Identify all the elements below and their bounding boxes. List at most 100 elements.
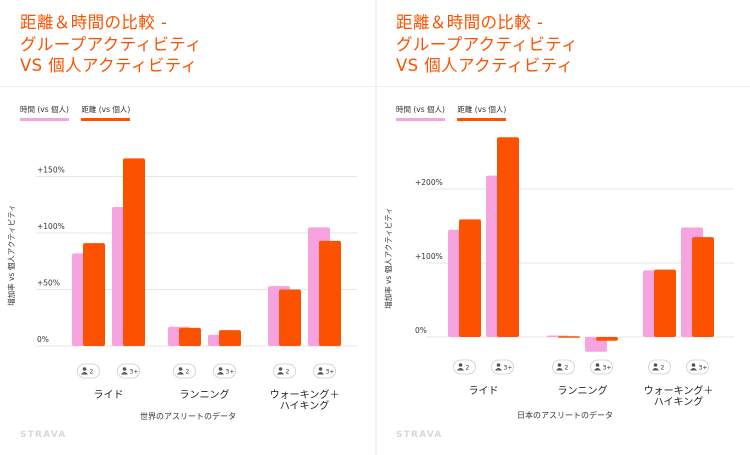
chart-panel-japan: 距離＆時間の比較 - グループアクティビティ VS 個人アクティビティ 時間 (…: [377, 0, 750, 455]
group-size-label: 3+: [603, 365, 612, 372]
bar-distance: [596, 337, 618, 341]
category-label: ランニング: [558, 384, 608, 397]
category-label: ランニング: [180, 388, 230, 401]
y-tick-label: +150%: [37, 166, 65, 175]
y-tick-label: +100%: [415, 252, 443, 261]
legend-item-time: 時間 (vs 個人): [396, 104, 445, 121]
group-size-label: 2: [286, 369, 290, 376]
title-line-2: グループアクティビティ: [20, 34, 203, 54]
category-label: ウォーキング＋: [644, 384, 714, 397]
group-size-badge: [453, 359, 476, 375]
bar-distance: [123, 158, 145, 346]
person-icon: [653, 363, 658, 367]
title-line-1: 距離＆時間の比較 -: [396, 13, 544, 32]
category-label: ハイキング: [280, 399, 330, 412]
legend-label-distance: 距離 (vs 個人): [81, 105, 131, 114]
y-tick-label: +50%: [37, 279, 60, 288]
panel-divider: [375, 0, 377, 455]
person-icon: [595, 363, 600, 367]
bar-chart-world: 0% +50% +100% +150% 増加率 vs 個人アクティビティ 2 3+ ライド 2 3…: [6, 158, 357, 421]
bar-distance: [692, 237, 714, 337]
group-size-label: 2: [466, 365, 470, 372]
person-icon-body: [217, 372, 224, 375]
person-icon-body: [81, 372, 88, 375]
group-size-label: 3+: [226, 369, 235, 376]
title-line-2: グループアクティビティ: [396, 34, 579, 54]
category-label: ウォーキング＋: [270, 388, 340, 401]
person-icon-body: [121, 372, 128, 375]
group-size-label: 2: [186, 369, 190, 376]
legend-label-distance: 距離 (vs 個人): [457, 105, 507, 114]
group-size-badge: [552, 359, 575, 375]
y-tick-label: +100%: [37, 222, 65, 231]
person-icon: [178, 367, 183, 371]
group-size-label: 2: [661, 365, 665, 372]
bar-distance: [279, 289, 301, 346]
bar-distance: [219, 330, 241, 346]
y-tick-label: +200%: [415, 178, 443, 187]
x-axis-label: 日本のアスリートのデータ: [517, 410, 613, 420]
legend: 時間 (vs 個人) 距離 (vs 個人): [396, 104, 516, 121]
legend-label-time: 時間 (vs 個人): [20, 105, 69, 114]
group-size-badge: [77, 363, 100, 379]
bar-distance: [558, 336, 580, 338]
y-axis-label: 増加率 vs 個人アクティビティ: [383, 207, 393, 309]
category-label: ハイキング: [654, 395, 704, 408]
legend-label-time: 時間 (vs 個人): [396, 105, 445, 114]
chart-panel-world: 距離＆時間の比較 - グループアクティビティ VS 個人アクティビティ 時間 (…: [0, 12, 375, 440]
person-icon: [496, 363, 501, 367]
title-line-3: VS 個人アクティビティ: [20, 56, 198, 75]
person-icon-body: [556, 368, 563, 371]
chart-title: 距離＆時間の比較 - グループアクティビティ VS 個人アクティビティ: [20, 12, 202, 77]
strava-logo: STRAVA: [20, 430, 67, 440]
person-icon: [318, 367, 323, 371]
legend-item-distance: 距離 (vs 個人): [81, 104, 131, 121]
person-icon: [218, 367, 223, 371]
legend-swatch-distance: [457, 118, 507, 121]
legend-item-distance: 距離 (vs 個人): [457, 104, 507, 121]
legend-swatch-time: [20, 118, 69, 121]
title-line-3: VS 個人アクティビティ: [396, 56, 574, 75]
person-icon: [557, 363, 562, 367]
legend-swatch-distance: [81, 118, 131, 121]
person-icon-body: [690, 368, 697, 371]
person-icon: [278, 367, 283, 371]
person-icon-body: [495, 368, 502, 371]
group-size-badge: [173, 363, 196, 379]
legend: 時間 (vs 個人) 距離 (vs 個人): [20, 104, 140, 121]
person-icon: [82, 367, 87, 371]
group-size-label: 3+: [699, 365, 708, 372]
bar-distance: [459, 219, 481, 337]
y-axis-label: 増加率 vs 個人アクティビティ: [6, 204, 16, 306]
person-icon-body: [317, 372, 324, 375]
bar-distance: [319, 240, 341, 346]
group-size-badge: [273, 363, 296, 379]
person-icon: [122, 367, 127, 371]
x-axis-label: 世界のアスリートのデータ: [140, 411, 236, 421]
person-icon-body: [594, 368, 601, 371]
person-icon-body: [177, 372, 184, 375]
group-size-label: 2: [565, 365, 569, 372]
person-icon-body: [457, 368, 464, 371]
strava-logo: STRAVA: [396, 430, 443, 440]
chart-title: 距離＆時間の比較 - グループアクティビティ VS 個人アクティビティ: [396, 12, 578, 77]
group-size-label: 3+: [326, 369, 335, 376]
bar-distance: [497, 137, 519, 337]
bar-distance: [83, 243, 105, 346]
header-rule: [0, 86, 375, 87]
bar-chart-japan: 0% +100% +200% 増加率 vs 個人アクティビティ 2 3+ ライド 2 3+ ランニ…: [383, 137, 734, 420]
bar-distance: [179, 327, 201, 346]
person-icon-body: [652, 368, 659, 371]
group-size-label: 2: [90, 369, 94, 376]
title-line-1: 距離＆時間の比較 -: [20, 13, 168, 32]
person-icon: [458, 363, 463, 367]
person-icon-body: [277, 372, 284, 375]
y-tick-label: 0%: [37, 335, 49, 344]
bar-distance: [654, 269, 676, 337]
legend-swatch-time: [396, 118, 445, 121]
group-size-badge: [648, 359, 671, 375]
category-label: ライド: [469, 385, 499, 397]
category-label: ライド: [94, 389, 124, 401]
group-size-label: 3+: [504, 365, 513, 372]
y-tick-label: 0%: [415, 326, 427, 335]
